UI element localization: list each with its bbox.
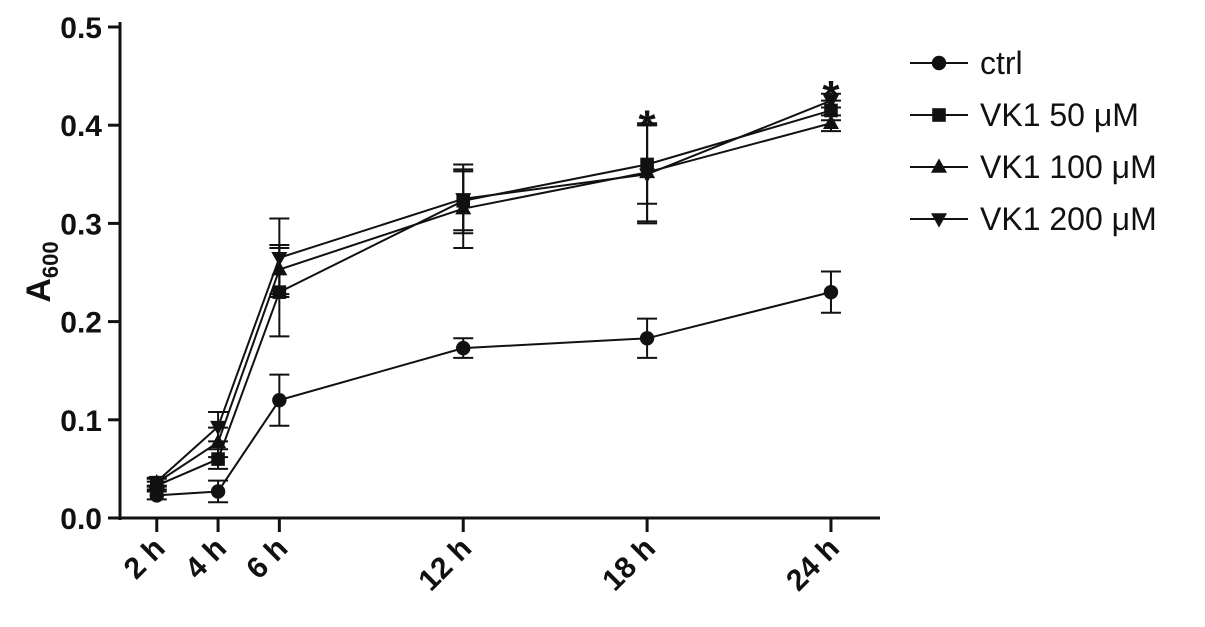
data-point-vk1-200-m [271,252,288,267]
legend-marker-vk1-200-m [931,213,947,228]
y-tick-label: 0.1 [60,405,102,438]
data-point-vk1-200-m [455,193,472,208]
y-axis-title: A600 [20,241,63,302]
x-tick-label: 2 h [118,532,172,586]
legend-label-ctrl: ctrl [980,45,1023,81]
data-point-vk1-100-m [822,114,839,129]
x-tick-label: 6 h [240,532,294,586]
data-point-vk1-200-m [210,420,227,436]
x-tick-label: 12 h [412,532,478,598]
data-point-ctrl [823,284,839,300]
y-tick-label: 0.0 [60,503,102,536]
data-point-ctrl [272,392,287,408]
legend-label-vk1-200-m: VK1 200 μM [980,201,1157,237]
legend-marker-vk1-100-m [931,158,947,173]
legend-marker-vk1-50-m [932,108,946,122]
series-line-vk1-100-m [156,122,832,484]
significance-asterisk: * [822,72,840,121]
data-point-ctrl [456,340,471,356]
data-point-ctrl [210,484,226,499]
y-tick-label: 0.2 [60,307,102,340]
legend-label-vk1-100-m: VK1 100 μM [980,149,1157,185]
data-point-vk1-200-m [822,94,839,110]
data-point-vk1-50-m [211,452,225,466]
legend-marker-ctrl [931,55,947,71]
x-tick-label: 18 h [596,532,662,598]
series-line-vk1-50-m [156,109,832,487]
x-tick-label: 4 h [179,532,233,586]
x-tick-label: 24 h [780,532,846,598]
data-point-vk1-200-m [639,168,656,183]
legend-label-vk1-50-m: VK1 50 μM [980,97,1139,133]
series-line-ctrl [156,291,832,497]
data-point-ctrl [639,331,655,346]
y-tick-label: 0.5 [60,12,102,45]
series-line-vk1-200-m [156,99,832,483]
y-axis-title-subscript: 600 [38,241,63,278]
y-axis-title-main: A [20,278,58,303]
significance-asterisk: * [639,101,657,150]
data-point-vk1-200-m [148,475,165,491]
y-tick-label: 0.4 [60,110,102,143]
y-tick-label: 0.3 [60,208,102,241]
